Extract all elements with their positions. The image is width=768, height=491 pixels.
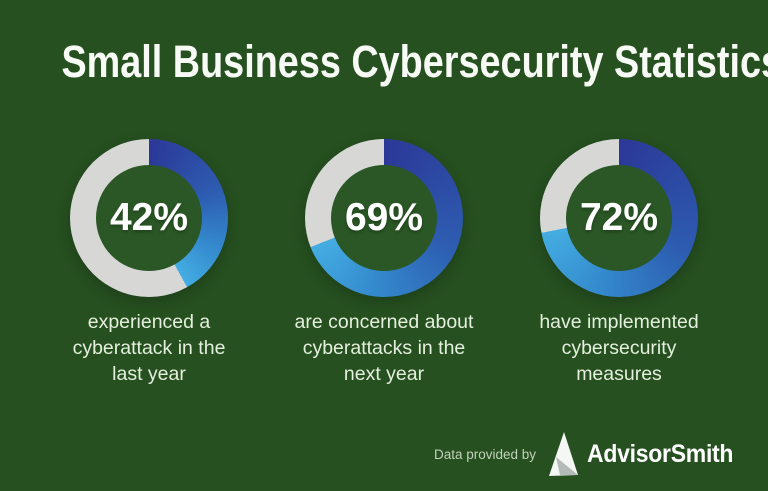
donut-hole: 72% [566, 165, 672, 271]
stat-card-concerned: 69% are concerned about cyberattacks in … [275, 139, 494, 388]
stat-caption: experienced a cyberattack in the last ye… [72, 311, 226, 385]
advisorsmith-logo-icon [549, 432, 579, 476]
donut-chart-attacked: 42% [70, 139, 228, 297]
data-provided-by-label: Data provided by [434, 446, 537, 462]
stat-card-implemented: 72% have implemented cybersecurity measu… [510, 139, 729, 388]
page-title: Small Business Cybersecurity Statistics [61, 36, 768, 87]
donut-hole: 42% [96, 165, 202, 271]
stat-caption: have implemented cybersecurity measures [539, 311, 699, 385]
advisorsmith-wordmark: AdvisorSmith [587, 439, 734, 468]
percent-value: 42% [109, 196, 189, 239]
donut-chart-implemented: 72% [540, 139, 698, 297]
donut-hole: 69% [331, 165, 437, 271]
attribution-footer: Data provided by AdvisorSmith [434, 431, 746, 477]
percent-value: 69% [344, 196, 424, 239]
stats-row: 42% experienced a cyberattack in the las… [0, 139, 768, 388]
percent-value: 72% [579, 196, 659, 239]
stat-card-attacked: 42% experienced a cyberattack in the las… [40, 139, 259, 388]
donut-chart-concerned: 69% [305, 139, 463, 297]
stat-caption: are concerned about cyberattacks in the … [294, 311, 474, 385]
